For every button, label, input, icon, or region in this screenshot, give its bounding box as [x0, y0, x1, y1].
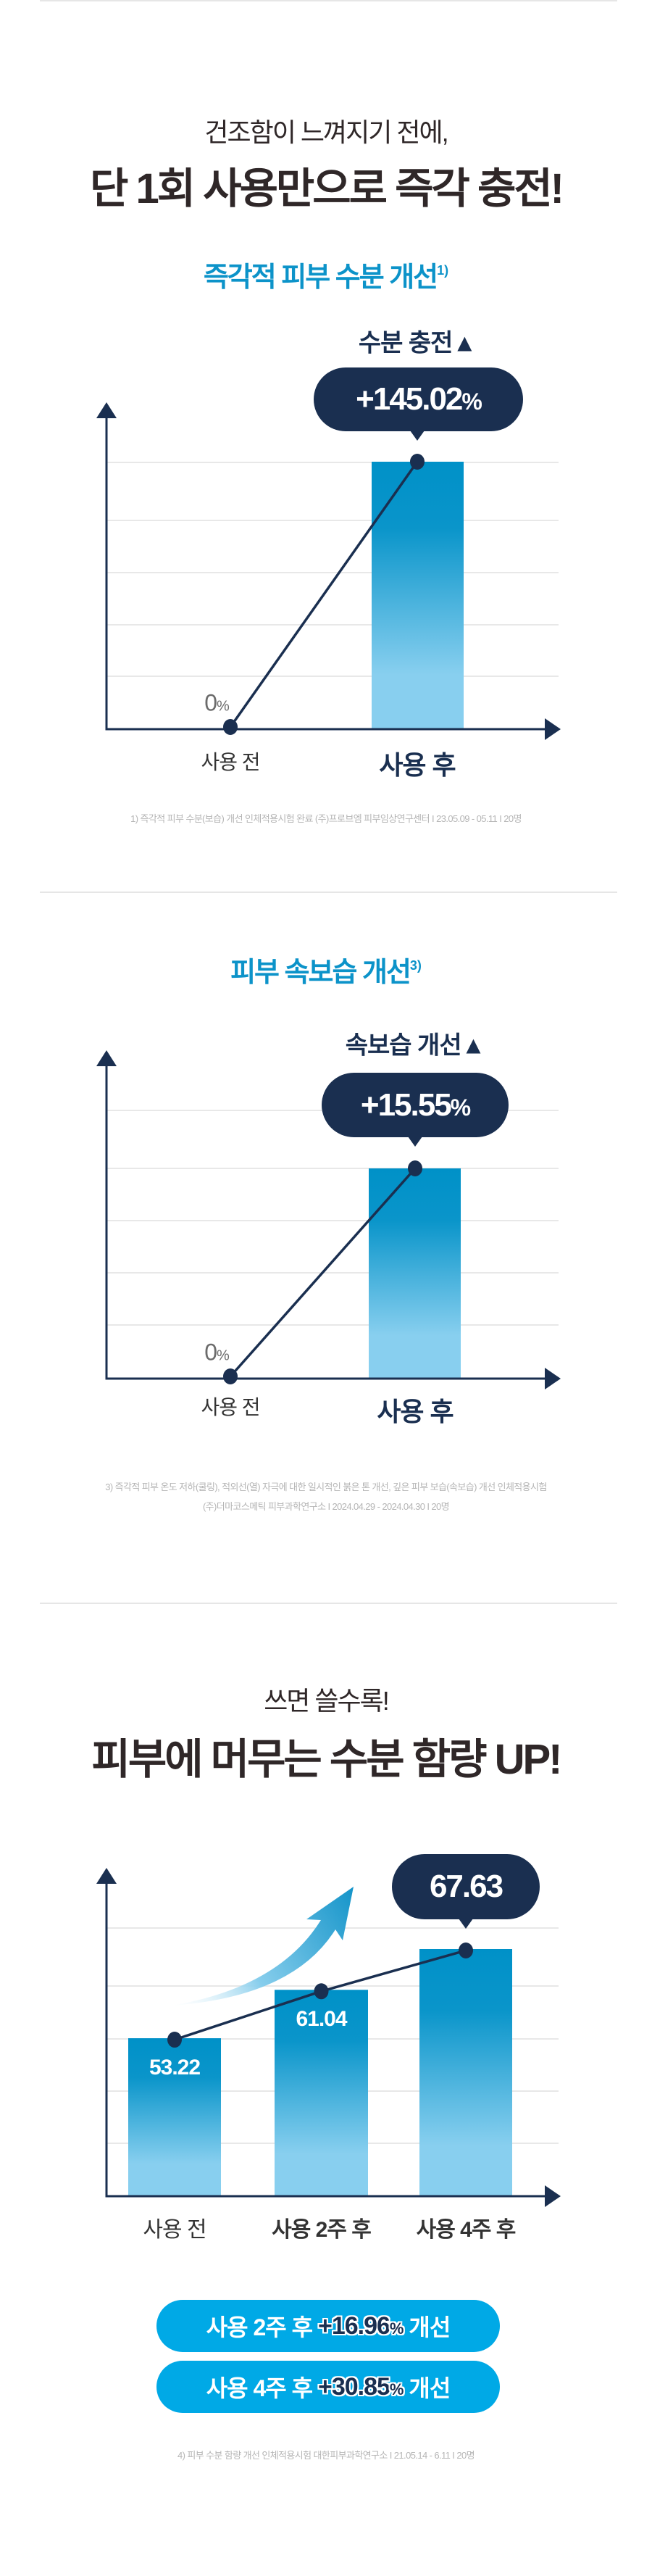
badge-prefix: 사용 2주 후 [206, 2314, 318, 2340]
chart1-x-axis-arrow [545, 718, 561, 740]
chart1-callout-bubble [314, 367, 523, 431]
chart1-bar-after [372, 462, 464, 728]
chart1-callout-tail [410, 431, 425, 441]
chart1-category-after-text: 사용 후 [379, 750, 456, 780]
chart2-start-number: 0 [204, 1339, 217, 1366]
section1-headline: 단 1회 사용만으로 즉각 충전! [90, 165, 564, 212]
chart1-title: 즉각적 피부 수분 개선1) [0, 260, 652, 295]
chart3-category-4weeks: 사용 4주 후 [416, 2211, 517, 2243]
chart2-callout-number: +15.55 [360, 1087, 452, 1123]
badge-suffix: 개선 [403, 2314, 451, 2340]
chart3-category-before-text: 사용 전 [143, 2218, 206, 2242]
chart2-title-note: 3) [409, 958, 422, 973]
chart2-callout-bubble [322, 1073, 509, 1137]
chart2-category-after-text: 사용 후 [377, 1397, 454, 1426]
badge-value: +16.96% [318, 2312, 404, 2340]
chart2-callout-tail [408, 1137, 422, 1147]
section3-subtitle: 쓰면 쓸수록! [264, 1686, 390, 1716]
chart2-category-before: 사용 전 [201, 1392, 260, 1421]
chart2-metric-label-text: 속보습 개선▲ [345, 1031, 485, 1060]
chart2-start-value: 0% [204, 1339, 230, 1366]
chart3-bar-4weeks [419, 1948, 512, 2195]
chart2-footnote-line1: 3) 즉각적 피부 온도 저하(쿨링), 적외선(열) 자극에 대한 일시적인 … [105, 1482, 547, 1492]
chart3-category-2weeks: 사용 2주 후 [272, 2211, 372, 2243]
chart1-start-number: 0 [204, 689, 217, 716]
chart1-point-after [410, 454, 425, 470]
chart3-x-axis-arrow [545, 2185, 561, 2207]
improvement-badge-4weeks: 사용 4주 후 +30.85% 개선 [156, 2361, 500, 2413]
chart3-point-before [167, 2032, 182, 2048]
chart3-callout-bubble [392, 1854, 540, 1919]
chart1-metric-label-text: 수분 충전▲ [358, 329, 477, 357]
chart2-x-axis-arrow [545, 1368, 561, 1389]
chart1-trend-line [229, 460, 419, 728]
chart2-trend-line [229, 1167, 417, 1378]
chart3-footnote: 4) 피부 수분 함량 개선 인체적용시험 대한피부과학연구소 I 21.05.… [177, 2450, 475, 2461]
section1-subtitle: 건조함이 느껴지기 전에, [204, 117, 448, 147]
chart1-start-value: 0% [204, 689, 230, 717]
chart1-callout-number: +145.02 [356, 381, 463, 417]
chart1-title-text: 즉각적 피부 수분 개선 [203, 262, 438, 293]
chart1-y-axis-arrow [96, 402, 117, 418]
chart2-point-before [223, 1368, 238, 1384]
chart1-category-after: 사용 후 [379, 744, 456, 782]
chart1-footnote: 1) 즉각적 피부 수분(보습) 개선 인체적용시험 완료 (주)프로브엠 피부… [130, 813, 522, 824]
badge-unit: % [389, 2380, 404, 2398]
chart3-bar-before [128, 2038, 221, 2195]
chart1-callout-value: +145.02% [356, 381, 482, 417]
chart2-callout-unit: % [450, 1094, 471, 1121]
chart3-callout-value-text: 67.63 [429, 1869, 503, 1904]
chart2-category-before-text: 사용 전 [201, 1396, 260, 1418]
chart2-start-unit: % [217, 1347, 230, 1364]
chart2-y-axis-arrow [96, 1050, 117, 1066]
chart2-metric-label: 속보습 개선▲ [346, 1026, 485, 1061]
chart3-category-2weeks-text: 사용 2주 후 [272, 2218, 372, 2242]
chart2-footnote-line2: (주)더마코스메틱 피부과학연구소 I 2024.04.29 - 2024.04… [202, 1501, 450, 1512]
chart2-category-after: 사용 후 [377, 1391, 454, 1429]
chart2-title: 피부 속보습 개선3) [0, 955, 652, 990]
chart1-category-before-text: 사용 전 [201, 751, 260, 773]
divider-2 [40, 1603, 617, 1604]
chart2-point-after [408, 1160, 422, 1176]
chart3-y-axis-arrow [96, 1868, 117, 1884]
chart3-category-before: 사용 전 [143, 2211, 206, 2243]
badge-suffix: 개선 [403, 2375, 451, 2401]
chart3-value-label-before: 53.22 [149, 2056, 201, 2080]
chart3-callout-value: 67.63 [429, 1869, 503, 1905]
badge-number: +30.85 [317, 2372, 390, 2401]
chart3-category-4weeks-text: 사용 4주 후 [416, 2218, 517, 2242]
chart3-callout-tail [459, 1919, 473, 1929]
badge-number: +16.96 [317, 2311, 390, 2340]
chart3-point-4weeks [459, 1942, 473, 1958]
chart1-metric-label: 수분 충전▲ [358, 323, 477, 359]
section3-headline: 피부에 머무는 수분 함량 UP! [91, 1736, 563, 1783]
chart1-title-note: 1) [437, 263, 449, 278]
improvement-badge-2weeks: 사용 2주 후 +16.96% 개선 [156, 2300, 500, 2352]
chart1-start-unit: % [217, 698, 230, 715]
chart2-bar-after [369, 1168, 461, 1378]
badge-unit: % [389, 2319, 404, 2338]
chart3-bar-2weeks [275, 1990, 368, 2195]
divider-top [40, 0, 617, 1]
chart3-value-label-before-text: 53.22 [149, 2056, 201, 2080]
rising-arrow-icon [172, 1887, 354, 2006]
divider-1 [40, 892, 617, 893]
badge-value: +30.85% [318, 2373, 404, 2401]
chart3-value-label-2weeks: 61.04 [296, 2007, 347, 2032]
chart3-point-2weeks [314, 1983, 329, 2000]
chart1-category-before: 사용 전 [201, 747, 260, 776]
chart2-callout-value: +15.55% [360, 1087, 471, 1123]
chart3-value-label-2weeks-text: 61.04 [296, 2007, 347, 2032]
badge-prefix: 사용 4주 후 [206, 2375, 318, 2401]
chart2-title-text: 피부 속보습 개선 [230, 957, 411, 988]
chart1-callout-unit: % [461, 389, 482, 415]
chart1-point-before [223, 719, 238, 735]
